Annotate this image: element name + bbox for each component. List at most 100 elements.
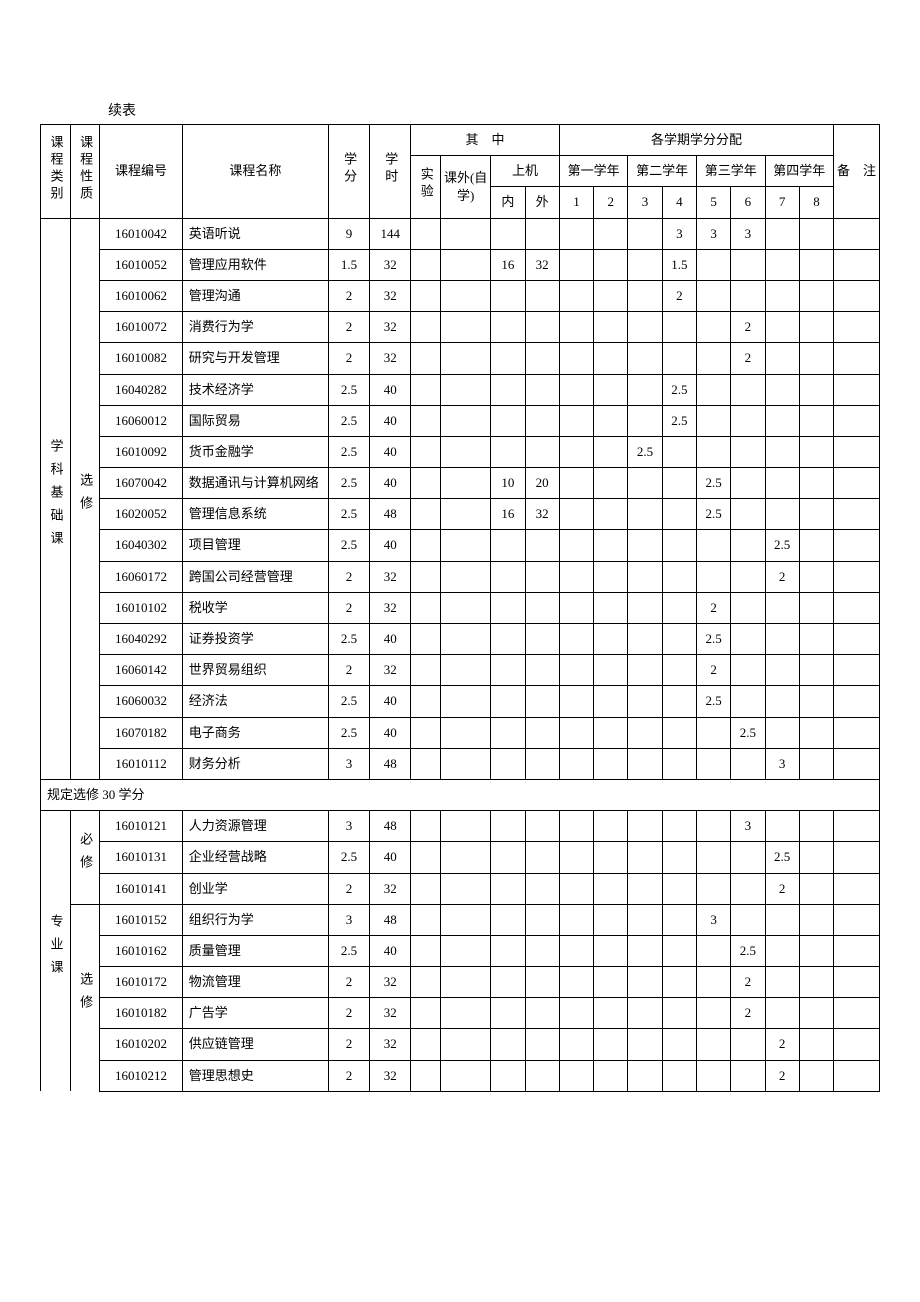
cell-self: [440, 1060, 490, 1091]
cell-name: 质量管理: [182, 935, 328, 966]
cell-s2: [594, 1060, 628, 1091]
cell-s6: [731, 842, 765, 873]
hdr-machine-out: 外: [525, 187, 559, 218]
table-row: 16070182 电子商务 2.5 40 2.5: [41, 717, 880, 748]
cell-s1: [559, 280, 593, 311]
cell-s2: [594, 686, 628, 717]
cell-exp: [411, 436, 441, 467]
cell-out: [525, 686, 559, 717]
cell-s3: [628, 280, 662, 311]
cell-exp: [411, 280, 441, 311]
hdr-ofwhich: 其 中: [411, 125, 560, 156]
cell-s6: [731, 374, 765, 405]
cell-out: [525, 312, 559, 343]
cell-remark: [834, 561, 880, 592]
cell-s7: 2.5: [765, 842, 799, 873]
cell-name: 创业学: [182, 873, 328, 904]
cell-code: 16010212: [100, 1060, 182, 1091]
cell-name: 消费行为学: [182, 312, 328, 343]
cell-s8: [799, 935, 833, 966]
cell-s7: [765, 686, 799, 717]
cell-s1: [559, 530, 593, 561]
cell-remark: [834, 748, 880, 779]
cell-s8: [799, 343, 833, 374]
table-row: 专业课 必修 16010121 人力资源管理 3 48 3: [41, 811, 880, 842]
cell-s4: [662, 935, 696, 966]
cell-in: [491, 717, 525, 748]
cell-out: 32: [525, 499, 559, 530]
hdr-s8: 8: [799, 187, 833, 218]
cell-s1: [559, 748, 593, 779]
cell-exp: [411, 1060, 441, 1091]
hdr-year1: 第一学年: [559, 156, 628, 187]
cell-in: 16: [491, 499, 525, 530]
cell-s2: [594, 935, 628, 966]
cell-name: 技术经济学: [182, 374, 328, 405]
cell-credit: 2.5: [328, 935, 369, 966]
cell-s3: [628, 374, 662, 405]
cell-exp: [411, 249, 441, 280]
cell-s8: [799, 499, 833, 530]
cell-s5: [696, 374, 730, 405]
cell-s2: [594, 842, 628, 873]
cell-code: 16060172: [100, 561, 182, 592]
cell-name: 数据通讯与计算机网络: [182, 468, 328, 499]
cell-s2: [594, 624, 628, 655]
cell-self: [440, 436, 490, 467]
cell-hours: 48: [370, 748, 411, 779]
cell-out: [525, 873, 559, 904]
cell-in: [491, 998, 525, 1029]
cell-s3: [628, 624, 662, 655]
cell-s5: [696, 935, 730, 966]
cell-self: [440, 935, 490, 966]
cell-s4: [662, 873, 696, 904]
hdr-s2: 2: [594, 187, 628, 218]
cell-exp: [411, 873, 441, 904]
cell-code: 16010042: [100, 218, 182, 249]
cell-credit: 2.5: [328, 405, 369, 436]
cell-s1: [559, 904, 593, 935]
cell-s3: [628, 499, 662, 530]
cell-s3: [628, 717, 662, 748]
cell-s2: [594, 873, 628, 904]
cell-s8: [799, 873, 833, 904]
cell-s7: [765, 343, 799, 374]
cell-out: [525, 811, 559, 842]
cell-remark: [834, 717, 880, 748]
cell-s2: [594, 592, 628, 623]
cell-name: 证券投资学: [182, 624, 328, 655]
cell-s3: [628, 1029, 662, 1060]
table-row: 16010162 质量管理 2.5 40 2.5: [41, 935, 880, 966]
cell-self: [440, 592, 490, 623]
cell-category: 学科基础课: [41, 218, 71, 779]
cell-s6: [731, 873, 765, 904]
cell-s5: [696, 998, 730, 1029]
cell-s2: [594, 468, 628, 499]
cell-s3: [628, 343, 662, 374]
cell-s4: [662, 811, 696, 842]
cell-s5: [696, 405, 730, 436]
cell-s7: [765, 405, 799, 436]
cell-exp: [411, 842, 441, 873]
cell-s6: [731, 1029, 765, 1060]
cell-exp: [411, 686, 441, 717]
cell-s6: 2: [731, 967, 765, 998]
cell-exp: [411, 811, 441, 842]
cell-name: 货币金融学: [182, 436, 328, 467]
cell-out: [525, 530, 559, 561]
cell-s3: [628, 935, 662, 966]
cell-name: 税收学: [182, 592, 328, 623]
cell-s3: [628, 873, 662, 904]
cell-s5: [696, 842, 730, 873]
cell-s7: [765, 499, 799, 530]
cell-s4: 2.5: [662, 374, 696, 405]
cell-s1: [559, 717, 593, 748]
cell-out: [525, 717, 559, 748]
cell-name: 财务分析: [182, 748, 328, 779]
cell-name: 供应链管理: [182, 1029, 328, 1060]
cell-s2: [594, 811, 628, 842]
cell-s1: [559, 312, 593, 343]
cell-s6: [731, 904, 765, 935]
cell-out: [525, 592, 559, 623]
cell-out: [525, 904, 559, 935]
